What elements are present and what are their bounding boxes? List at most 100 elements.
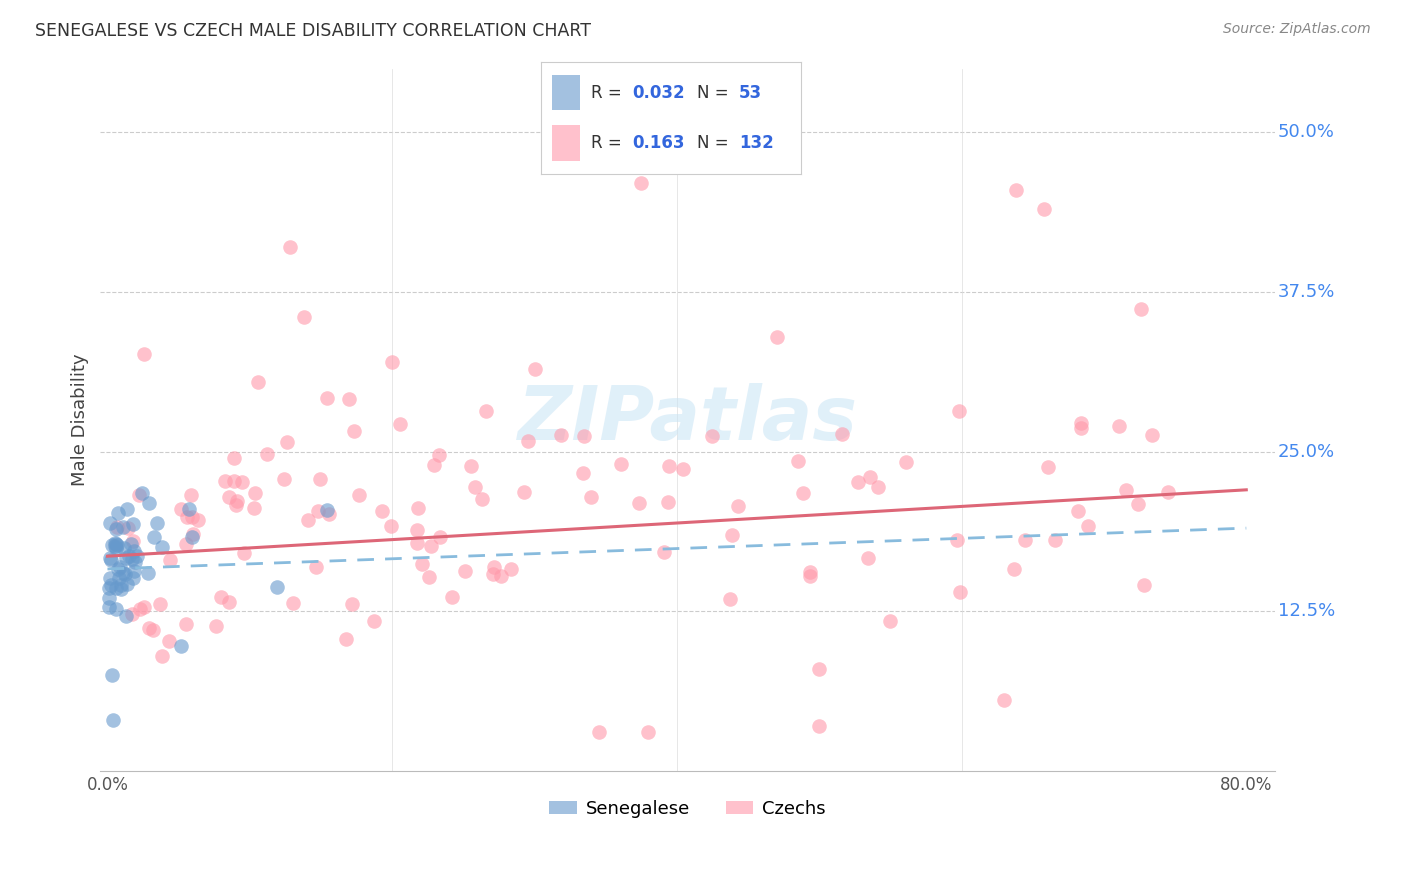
- Point: [481, 567, 503, 582]
- Point: [363, 614, 385, 628]
- Point: [1032, 202, 1054, 216]
- Point: [278, 240, 301, 254]
- Point: [114, 566, 136, 581]
- Point: [115, 550, 138, 565]
- Text: 132: 132: [740, 134, 773, 152]
- Point: [856, 550, 879, 565]
- Point: [787, 454, 810, 468]
- Text: N =: N =: [697, 84, 734, 102]
- Point: [454, 565, 477, 579]
- Point: [180, 531, 202, 545]
- Point: [143, 530, 166, 544]
- Point: [657, 495, 679, 509]
- Point: [105, 581, 128, 595]
- Point: [1036, 459, 1059, 474]
- Point: [627, 496, 650, 510]
- Point: [105, 520, 128, 534]
- Point: [138, 496, 160, 510]
- Point: [115, 502, 138, 516]
- Point: [316, 391, 339, 405]
- Point: [1002, 562, 1025, 576]
- Text: 12.5%: 12.5%: [1278, 602, 1334, 620]
- Point: [588, 725, 610, 739]
- Point: [105, 602, 128, 616]
- Point: [993, 693, 1015, 707]
- Point: [120, 537, 142, 551]
- Point: [658, 459, 681, 474]
- Point: [181, 510, 204, 524]
- Point: [868, 480, 890, 494]
- Point: [411, 557, 433, 571]
- Point: [894, 455, 917, 469]
- Point: [243, 500, 266, 515]
- Point: [122, 564, 145, 578]
- Point: [225, 498, 247, 512]
- Point: [831, 426, 853, 441]
- Point: [1014, 533, 1036, 547]
- Point: [307, 504, 329, 518]
- Point: [610, 457, 633, 471]
- Point: [128, 488, 150, 502]
- Point: [342, 597, 364, 611]
- Point: [105, 538, 128, 552]
- Point: [121, 552, 143, 566]
- Point: [429, 529, 451, 543]
- Point: [858, 469, 880, 483]
- Text: N =: N =: [697, 134, 734, 152]
- Point: [335, 632, 357, 646]
- Point: [309, 472, 332, 486]
- Point: [222, 450, 245, 465]
- Point: [121, 533, 143, 548]
- Point: [145, 516, 167, 530]
- Point: [107, 506, 129, 520]
- Point: [879, 615, 901, 629]
- Point: [115, 577, 138, 591]
- Point: [765, 329, 787, 343]
- Point: [441, 591, 464, 605]
- Point: [406, 501, 429, 516]
- Point: [381, 355, 404, 369]
- Point: [427, 449, 450, 463]
- Point: [846, 475, 869, 489]
- Point: [297, 513, 319, 527]
- Text: SENEGALESE VS CZECH MALE DISABILITY CORRELATION CHART: SENEGALESE VS CZECH MALE DISABILITY CORR…: [35, 22, 591, 40]
- Text: 50.0%: 50.0%: [1278, 123, 1334, 141]
- Point: [273, 472, 295, 486]
- Point: [574, 429, 596, 443]
- Point: [1070, 416, 1092, 430]
- Point: [122, 571, 145, 585]
- Point: [218, 595, 240, 609]
- Point: [107, 562, 129, 576]
- Point: [630, 177, 652, 191]
- Point: [101, 713, 124, 727]
- Point: [482, 559, 505, 574]
- Point: [1126, 497, 1149, 511]
- Point: [799, 565, 821, 579]
- Point: [105, 541, 128, 555]
- Text: 53: 53: [740, 84, 762, 102]
- Point: [122, 543, 145, 558]
- Point: [292, 310, 315, 325]
- Point: [702, 429, 724, 443]
- Point: [97, 600, 120, 615]
- Point: [1157, 485, 1180, 500]
- Point: [129, 602, 152, 616]
- Point: [949, 584, 972, 599]
- Point: [97, 581, 120, 595]
- Point: [176, 510, 198, 524]
- Point: [1108, 418, 1130, 433]
- Point: [110, 578, 132, 592]
- Point: [105, 537, 128, 551]
- Point: [98, 516, 121, 530]
- Point: [231, 475, 253, 490]
- Point: [132, 346, 155, 360]
- Point: [1070, 421, 1092, 435]
- Point: [475, 404, 498, 418]
- Point: [337, 392, 360, 406]
- Point: [181, 527, 204, 541]
- Point: [112, 541, 135, 556]
- Point: [170, 639, 193, 653]
- Point: [1004, 183, 1026, 197]
- Point: [136, 566, 159, 580]
- Point: [489, 569, 512, 583]
